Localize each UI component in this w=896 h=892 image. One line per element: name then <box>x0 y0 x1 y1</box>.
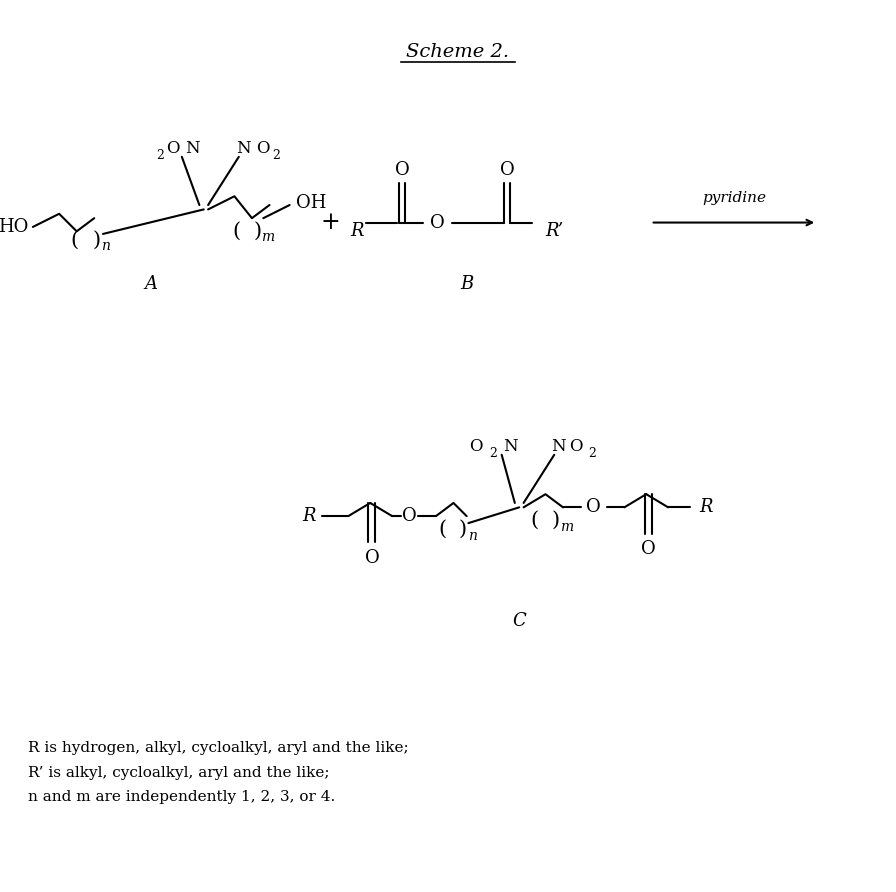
Text: R: R <box>302 507 315 525</box>
Text: R: R <box>699 499 712 516</box>
Text: ): ) <box>93 230 101 250</box>
Text: O: O <box>641 541 655 558</box>
Text: O: O <box>395 161 410 179</box>
Text: O: O <box>365 549 379 567</box>
Text: 2: 2 <box>588 447 596 459</box>
Text: O: O <box>430 213 445 232</box>
Text: A: A <box>144 275 158 293</box>
Text: n and m are independently 1, 2, 3, or 4.: n and m are independently 1, 2, 3, or 4. <box>29 790 336 805</box>
Text: (: ( <box>70 230 78 250</box>
Text: R: R <box>350 222 364 240</box>
Text: ): ) <box>552 511 560 530</box>
Text: 2: 2 <box>156 149 164 161</box>
Text: N: N <box>504 437 518 455</box>
Text: Scheme 2.: Scheme 2. <box>406 43 510 61</box>
Text: R’: R’ <box>546 222 564 240</box>
Text: HO: HO <box>0 218 29 235</box>
Text: m: m <box>560 520 573 533</box>
Text: O: O <box>167 139 180 157</box>
Text: N: N <box>185 139 200 157</box>
Text: O: O <box>570 437 583 455</box>
Text: OH: OH <box>296 194 326 212</box>
Text: O: O <box>501 161 515 179</box>
Text: 2: 2 <box>489 447 497 459</box>
Text: (: ( <box>530 511 538 530</box>
Text: ): ) <box>459 520 467 539</box>
Text: N: N <box>236 139 251 157</box>
Text: R is hydrogen, alkyl, cycloalkyl, aryl and the like;: R is hydrogen, alkyl, cycloalkyl, aryl a… <box>29 741 409 756</box>
Text: n: n <box>101 239 110 253</box>
Text: pyridine: pyridine <box>702 191 766 205</box>
Text: O: O <box>469 437 482 455</box>
Text: n: n <box>469 529 478 543</box>
Text: B: B <box>460 275 473 293</box>
Text: 2: 2 <box>272 149 280 161</box>
Text: +: + <box>321 211 340 234</box>
Text: ): ) <box>254 222 263 241</box>
Text: (: ( <box>232 222 240 241</box>
Text: m: m <box>261 230 274 244</box>
Text: C: C <box>513 612 526 631</box>
Text: (: ( <box>438 520 446 539</box>
Text: N: N <box>551 437 566 455</box>
Text: O: O <box>402 507 417 525</box>
Text: O: O <box>255 139 269 157</box>
Text: R’ is alkyl, cycloalkyl, aryl and the like;: R’ is alkyl, cycloalkyl, aryl and the li… <box>29 766 330 780</box>
Text: O: O <box>586 499 601 516</box>
